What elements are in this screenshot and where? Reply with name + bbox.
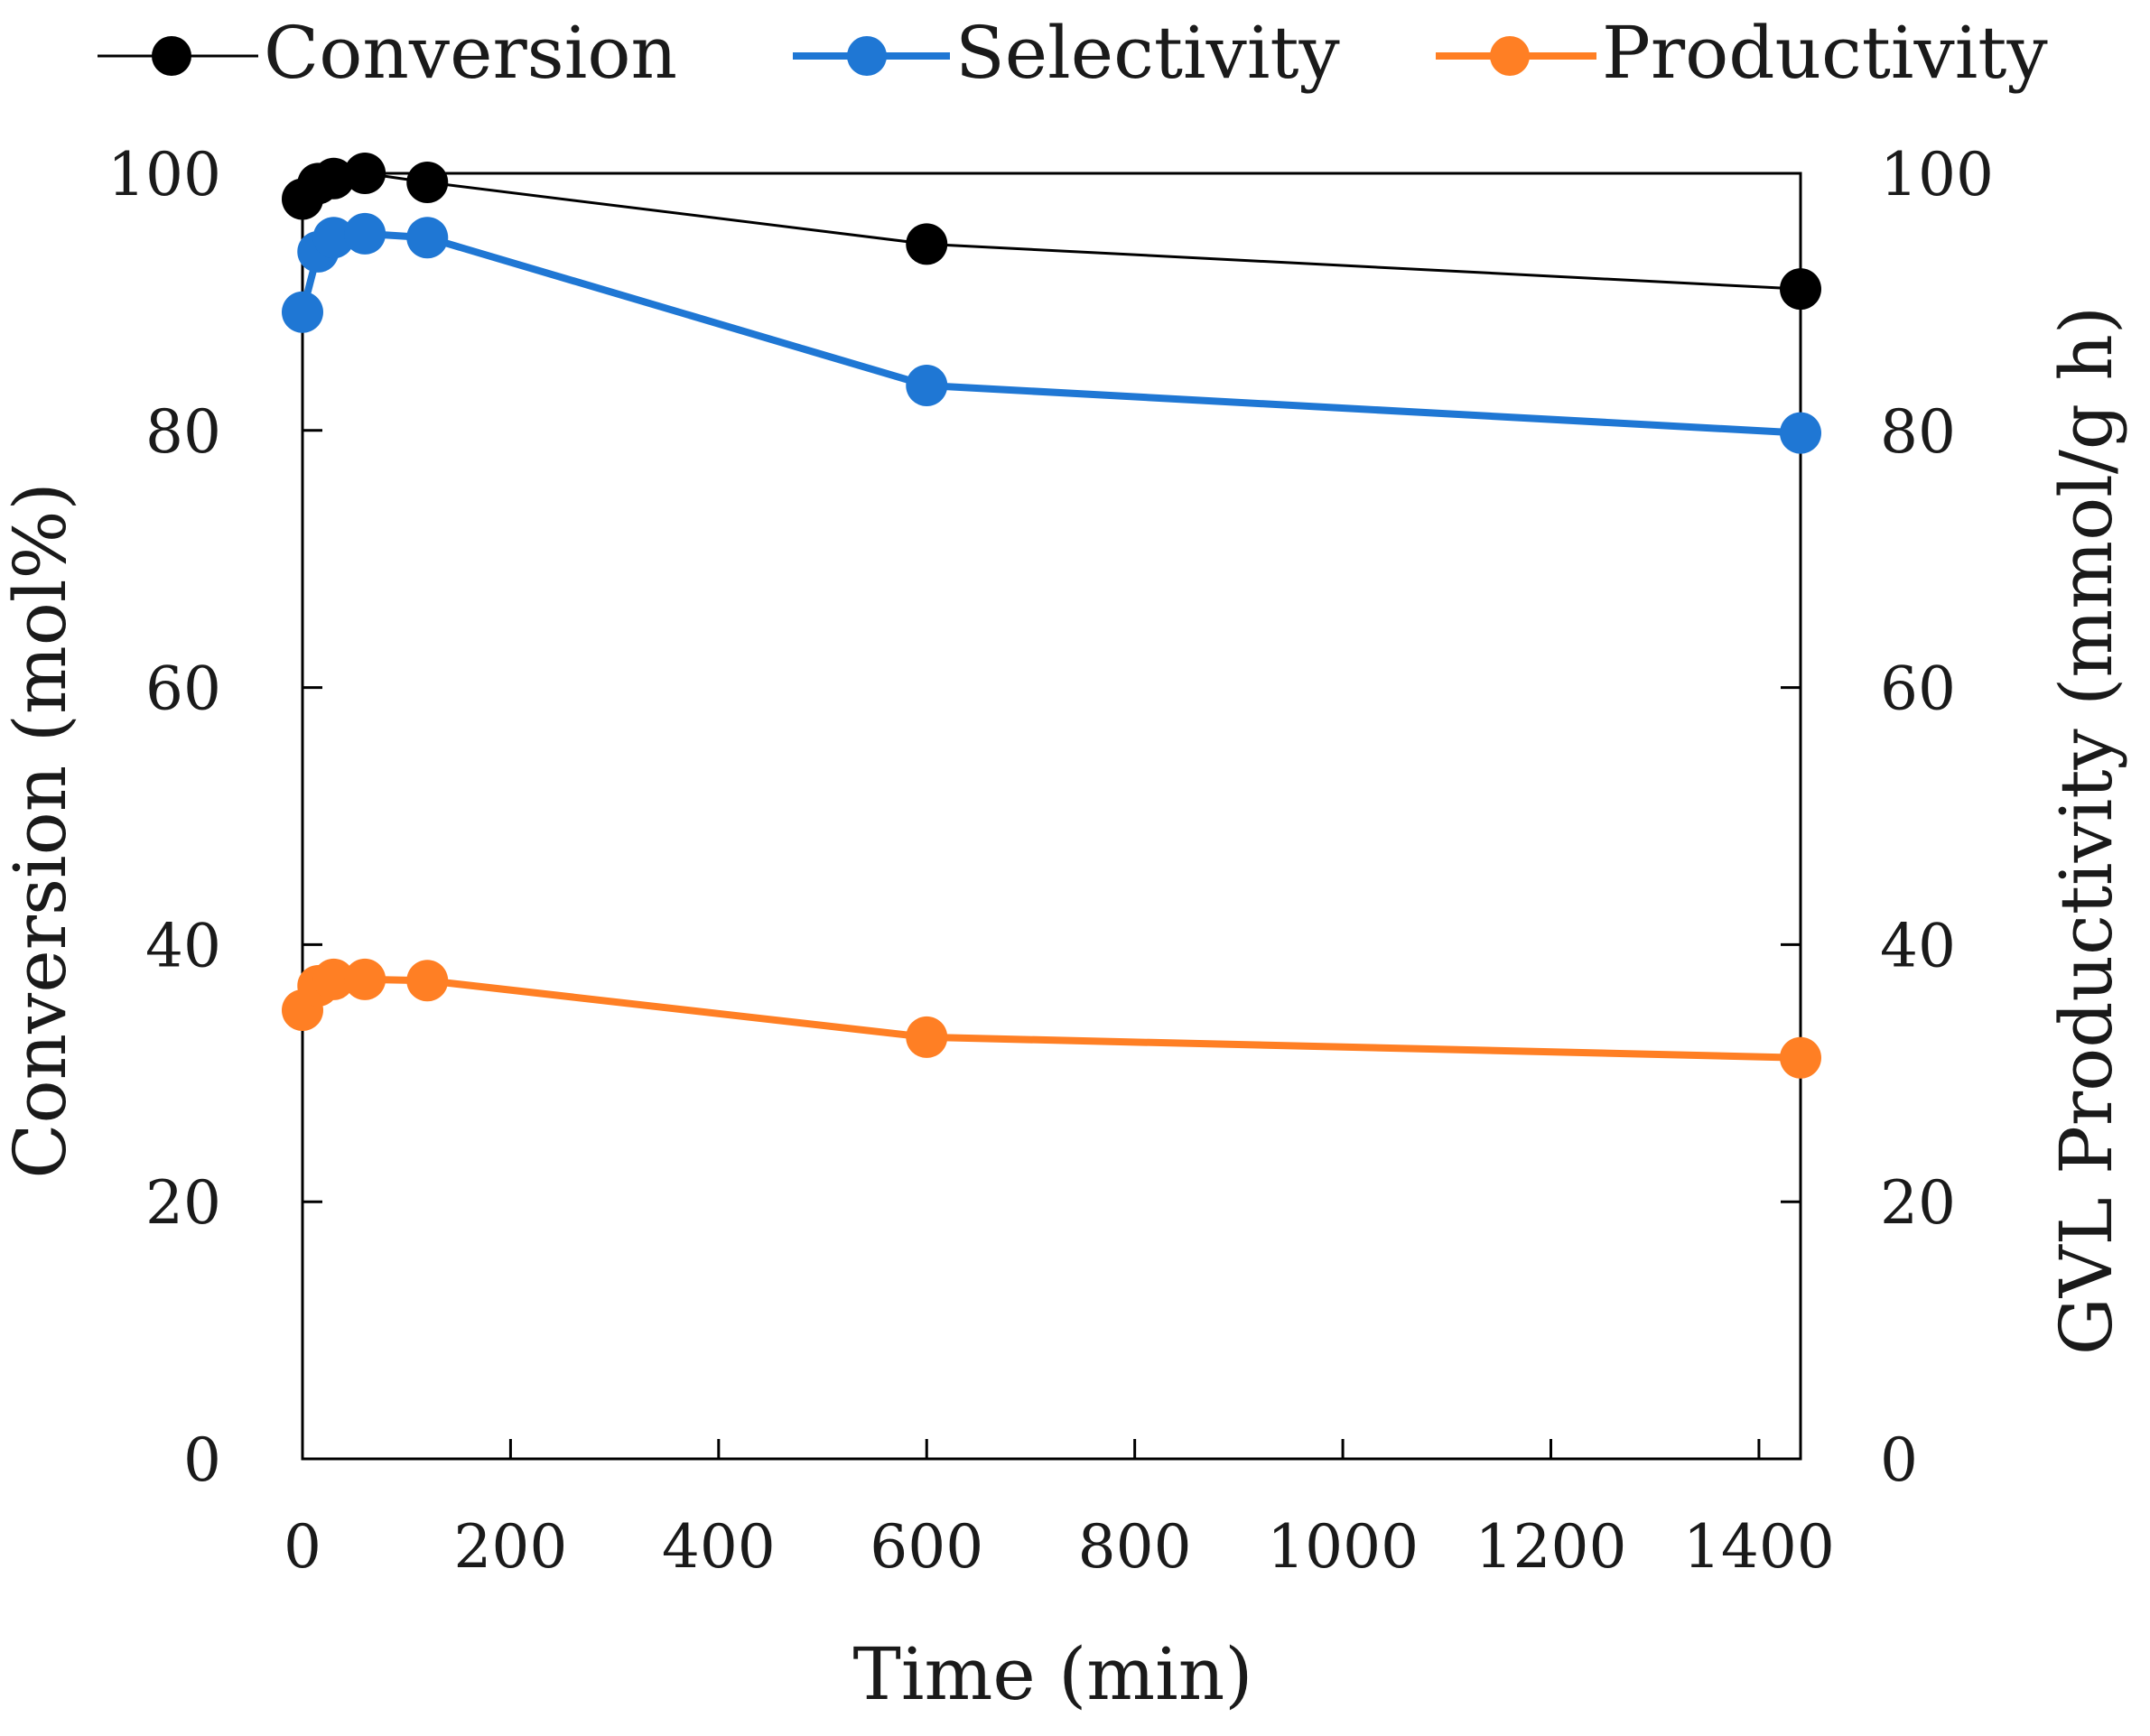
x-tick-label: 600 [870, 1512, 983, 1582]
data-point-selectivity [344, 212, 386, 255]
y-right-tick-label: 20 [1880, 1168, 1956, 1238]
y-axis-right-ticks: 0 20 40 60 80 100 [1781, 140, 1994, 1495]
y-left-tick-label: 0 [183, 1425, 221, 1495]
y-left-tick-label: 80 [145, 397, 221, 467]
data-point-selectivity [282, 291, 323, 333]
y-axis-left-title: Conversion (mol%) [0, 482, 82, 1178]
x-tick-label: 0 [284, 1512, 321, 1582]
data-point-productivity [906, 1016, 948, 1058]
legend-label-conversion: Conversion [264, 11, 677, 95]
y-right-tick-label: 60 [1880, 654, 1956, 724]
series-line-selectivity [299, 229, 1801, 437]
legend-marker-productivity [1490, 36, 1530, 76]
legend-item-conversion: Conversion [98, 11, 677, 95]
series-selectivity [282, 212, 1821, 454]
y-left-tick-label: 20 [145, 1168, 221, 1238]
data-point-conversion [906, 223, 948, 265]
legend-item-productivity: Productivity [1436, 11, 2048, 95]
legend-marker-conversion [152, 36, 191, 76]
legend-label-selectivity: Selectivity [955, 11, 1340, 95]
x-tick-label: 1400 [1683, 1512, 1835, 1582]
data-point-productivity [406, 960, 449, 1002]
data-point-selectivity [906, 364, 948, 406]
y-left-tick-label: 40 [145, 911, 221, 980]
data-point-productivity [1780, 1036, 1821, 1079]
legend-marker-selectivity [847, 36, 887, 76]
y-left-tick-label: 100 [107, 140, 221, 209]
x-tick-label: 1000 [1267, 1512, 1419, 1582]
plot-frame [301, 172, 1802, 1461]
series-line-productivity [299, 975, 1801, 1062]
x-tick-label: 800 [1078, 1512, 1192, 1582]
data-point-productivity [344, 958, 386, 1000]
y-axis-left-ticks: 0 20 40 60 80 100 [107, 140, 322, 1495]
legend-item-selectivity: Selectivity [793, 11, 1340, 95]
x-tick-label: 400 [662, 1512, 776, 1582]
y-right-tick-label: 40 [1880, 911, 1956, 980]
data-point-conversion [1780, 268, 1821, 311]
x-axis-title: Time (min) [853, 1632, 1253, 1716]
plot-area-border [301, 172, 1802, 1461]
data-point-conversion [312, 157, 355, 200]
legend: Conversion Selectivity Productivity [98, 11, 2048, 95]
y-axis-right-title: GVL Productivity (mmol/g h) [2044, 306, 2128, 1355]
legend-label-productivity: Productivity [1602, 11, 2048, 95]
series-layer [282, 153, 1821, 1079]
series-line-conversion [301, 172, 1801, 291]
y-right-tick-label: 100 [1880, 140, 1994, 209]
data-point-conversion [406, 161, 449, 203]
y-left-tick-label: 60 [145, 654, 221, 724]
data-point-selectivity [312, 217, 355, 259]
x-tick-label: 200 [453, 1512, 567, 1582]
y-right-tick-label: 0 [1880, 1425, 1918, 1495]
series-productivity [282, 958, 1821, 1079]
y-right-tick-label: 80 [1880, 397, 1956, 467]
data-point-selectivity [406, 217, 449, 259]
data-point-productivity [312, 958, 355, 1000]
x-tick-label: 1200 [1475, 1512, 1627, 1582]
data-point-conversion [344, 153, 386, 194]
x-axis-ticks: 0 200 400 600 800 1000 1200 1400 [284, 1439, 1835, 1582]
series-conversion [282, 153, 1821, 311]
data-point-selectivity [1780, 412, 1821, 454]
